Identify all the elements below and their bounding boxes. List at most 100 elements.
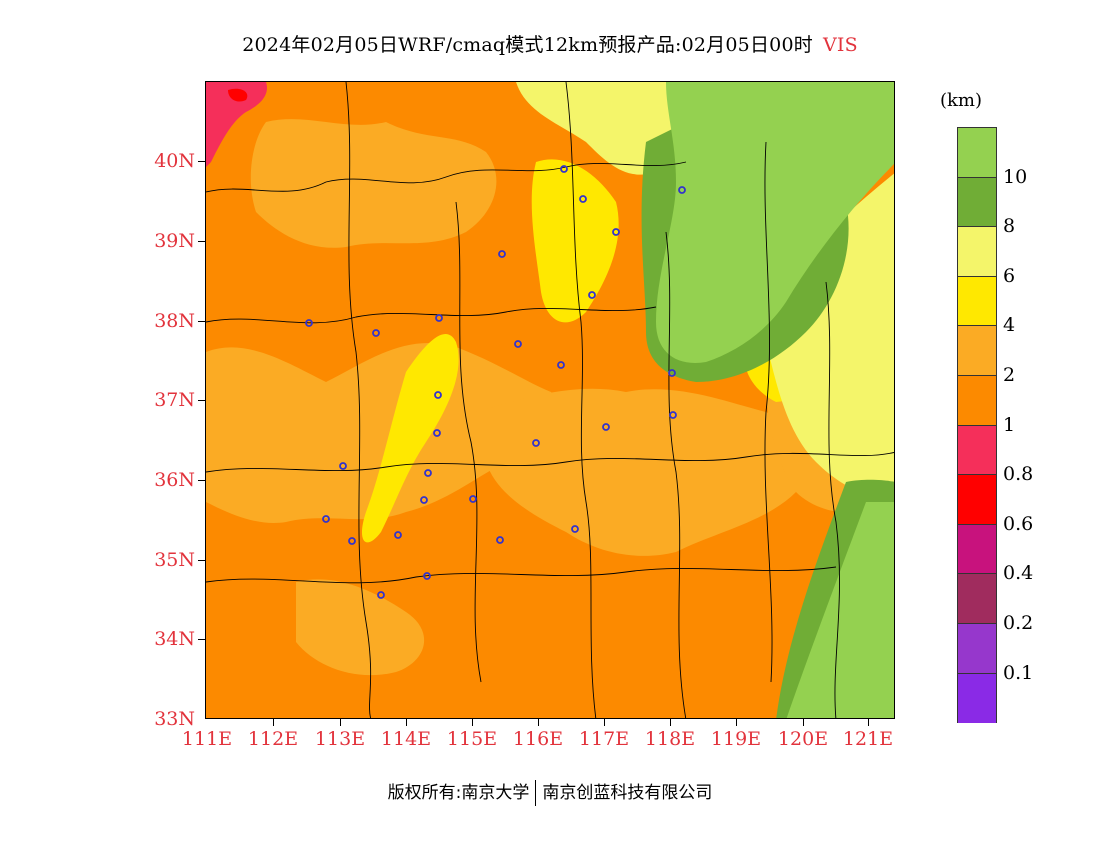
lat-label: 35N [154, 549, 195, 571]
station-marker [424, 469, 432, 477]
copyright-text: 版权所有:南京大学 [387, 783, 530, 803]
station-markers [305, 165, 686, 599]
lon-tick [670, 719, 671, 726]
station-marker [669, 411, 677, 419]
lon-label: 119E [710, 728, 762, 750]
legend-swatch [958, 326, 996, 376]
station-marker [435, 314, 443, 322]
color-legend [957, 127, 997, 724]
field-2-4-west [206, 342, 555, 523]
legend-level-label: 0.1 [1003, 661, 1034, 684]
station-marker [394, 531, 402, 539]
legend-level-label: 0.6 [1003, 512, 1034, 535]
station-marker [571, 525, 579, 533]
legend-level-label: 0.4 [1003, 562, 1034, 585]
lon-tick [273, 719, 274, 726]
lat-tick [198, 161, 205, 162]
legend-swatch [958, 673, 996, 724]
station-marker [348, 537, 356, 545]
legend-level-label: 6 [1003, 264, 1016, 287]
field-2-4-central [476, 388, 806, 556]
lat-tick [198, 400, 205, 401]
lat-label: 38N [154, 310, 195, 332]
title-text: 2024年02月05日WRF/cmaq模式12km预报产品:02月05日00时 [242, 34, 813, 56]
lat-tick [198, 321, 205, 322]
footer-divider [535, 780, 537, 806]
station-marker [433, 429, 441, 437]
legend-swatch [958, 227, 996, 277]
legend-level-label: 2 [1003, 364, 1016, 386]
lon-tick [868, 719, 869, 726]
legend-swatch [958, 624, 996, 674]
lon-tick [472, 719, 473, 726]
lon-label: 118E [644, 728, 696, 750]
lon-label: 120E [777, 728, 829, 750]
legend-swatch [958, 177, 996, 228]
legend-level-label: 0.8 [1003, 463, 1034, 486]
lon-label: 114E [380, 728, 432, 750]
legend-level-label: 4 [1003, 314, 1016, 337]
lon-label: 115E [446, 728, 498, 750]
lon-label: 112E [247, 728, 299, 750]
lon-tick [604, 719, 605, 726]
field-6-8-north [516, 82, 680, 175]
station-marker [612, 228, 620, 236]
lon-tick [406, 719, 407, 726]
station-marker [469, 495, 477, 503]
field-4-6-ridge [361, 333, 459, 543]
legend-swatch [958, 524, 996, 575]
lat-label: 39N [154, 230, 195, 252]
lon-label: 116E [512, 728, 564, 750]
station-marker [678, 186, 686, 194]
station-marker [579, 195, 587, 203]
lon-tick [736, 719, 737, 726]
station-marker [305, 319, 313, 327]
legend-swatch [958, 574, 996, 624]
lat-label: 36N [154, 469, 195, 491]
copyright-footer: 版权所有:南京大学 南京创蓝科技有限公司 [0, 778, 1100, 806]
station-marker [668, 369, 676, 377]
lat-tick [198, 241, 205, 242]
lon-label: 117E [578, 728, 630, 750]
company-text: 南京创蓝科技有限公司 [542, 783, 713, 803]
station-marker [602, 423, 610, 431]
station-marker [496, 536, 504, 544]
legend-swatch [958, 376, 996, 426]
lon-tick [340, 719, 341, 726]
legend-level-label: 10 [1003, 165, 1028, 188]
station-marker [420, 496, 428, 504]
station-marker [532, 439, 540, 447]
station-marker [339, 462, 347, 470]
admin-boundaries [206, 82, 894, 718]
station-marker [588, 291, 596, 299]
station-marker [557, 361, 565, 369]
map-panel [205, 81, 895, 719]
lat-label: 34N [154, 628, 195, 650]
field-10-southeast [786, 502, 894, 718]
field-below-1-northwest [206, 82, 267, 167]
lon-tick [538, 719, 539, 726]
legend-swatch [958, 425, 996, 476]
station-marker [372, 329, 380, 337]
station-marker [423, 572, 431, 580]
lon-label: 121E [842, 728, 894, 750]
field-0-6-spot [228, 88, 248, 102]
legend-swatch [958, 128, 996, 178]
legend-level-label: 8 [1003, 215, 1016, 238]
field-10-northeast [656, 82, 894, 363]
station-marker [514, 340, 522, 348]
lon-label: 113E [314, 728, 366, 750]
lon-label: 111E [181, 728, 233, 750]
legend-level-label: 0.2 [1003, 612, 1034, 634]
station-marker [322, 515, 330, 523]
map-title: 2024年02月05日WRF/cmaq模式12km预报产品:02月05日00时 V… [0, 30, 1100, 57]
field-6-8-east [766, 173, 894, 495]
legend-swatch [958, 475, 996, 525]
lat-tick [198, 639, 205, 640]
lat-tick [198, 480, 205, 481]
lat-label: 37N [154, 389, 195, 411]
station-marker [560, 165, 568, 173]
visibility-field-map [206, 82, 894, 718]
legend-level-label: 1 [1003, 413, 1016, 436]
lon-tick [803, 719, 804, 726]
